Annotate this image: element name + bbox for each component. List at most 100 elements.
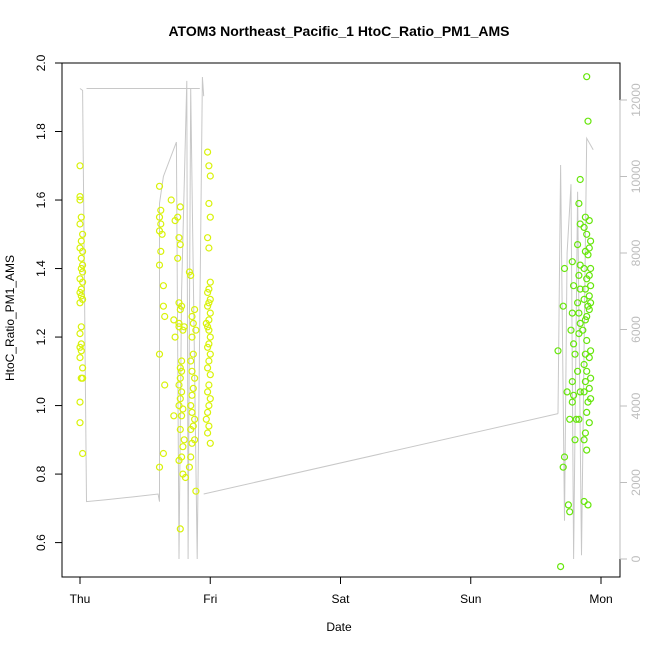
data-point (204, 234, 212, 242)
data-point (76, 162, 84, 170)
data-point (206, 333, 214, 341)
data-point (583, 230, 591, 238)
data-point (157, 247, 165, 255)
data-point (179, 326, 187, 334)
data-point (77, 254, 85, 262)
data-point (205, 299, 213, 307)
data-point (77, 237, 85, 245)
data-point (567, 326, 575, 334)
data-point (569, 340, 578, 348)
data-point (161, 312, 169, 321)
data-point (76, 330, 84, 338)
data-point (585, 384, 593, 392)
data-point (205, 340, 213, 348)
data-point (157, 220, 165, 228)
data-point (158, 230, 166, 238)
data-point (204, 148, 212, 156)
data-point (575, 309, 583, 317)
y-axis-left: 0.6 0.8 1.0 1.2 1.4 1.6 1.8 2.0 (34, 54, 63, 551)
y-axis-right: 0 2000 4000 6000 8000 10000 12000 (619, 83, 643, 562)
data-point (77, 264, 85, 273)
data-point (580, 264, 588, 273)
data-point (188, 367, 196, 375)
data-point (78, 261, 87, 269)
data-point (78, 230, 87, 238)
data-point (205, 422, 213, 430)
data-point (575, 199, 583, 208)
data-point (586, 282, 595, 290)
y2-tick-label: 12000 (629, 83, 643, 117)
x-tick-label: Thu (70, 592, 91, 606)
data-point (573, 367, 582, 375)
data-point (580, 388, 588, 396)
data-point (191, 374, 199, 382)
data-point (179, 443, 187, 451)
data-point (206, 395, 214, 403)
data-point (206, 278, 214, 286)
data-point (204, 323, 212, 331)
data-point (176, 364, 184, 372)
x-axis-title: Date (326, 620, 352, 634)
data-point (191, 306, 199, 314)
data-point (159, 302, 167, 310)
data-point (155, 463, 164, 471)
data-point (77, 340, 85, 348)
data-point (583, 73, 591, 81)
data-point (175, 319, 183, 327)
data-points-layer (76, 73, 595, 571)
data-point (78, 374, 87, 382)
data-point (580, 223, 588, 231)
data-point (167, 196, 175, 204)
data-point (554, 347, 562, 355)
altitude-line-segment (79, 76, 205, 560)
y-tick-label: 2.0 (34, 54, 48, 71)
data-point (563, 388, 571, 396)
data-point (202, 319, 210, 327)
data-point (586, 237, 595, 245)
x-tick-label: Mon (589, 592, 612, 606)
y-tick-label: 1.8 (34, 123, 48, 140)
data-point (585, 217, 593, 225)
data-point (179, 470, 187, 478)
data-point (204, 408, 212, 416)
data-point (205, 381, 213, 389)
data-point (77, 213, 85, 221)
data-point (76, 398, 84, 406)
data-point (206, 309, 214, 317)
data-point (575, 271, 583, 279)
data-point (204, 429, 212, 437)
y-tick-label: 1.6 (34, 191, 48, 208)
data-point (170, 412, 178, 420)
y-tick-label: 1.2 (34, 328, 48, 345)
x-tick-label: Fri (203, 592, 217, 606)
data-point (569, 391, 578, 399)
data-point (77, 285, 85, 293)
data-point (188, 408, 196, 416)
data-point (76, 299, 84, 307)
data-point (564, 501, 573, 509)
data-point (566, 508, 574, 516)
data-point (586, 264, 595, 273)
x-tick-label: Sun (460, 592, 481, 606)
data-point (76, 193, 84, 201)
data-point (175, 381, 183, 389)
altitude-line-layer (79, 76, 594, 560)
data-point (188, 439, 196, 447)
data-point (585, 292, 593, 300)
data-point (205, 244, 213, 252)
data-point (583, 408, 591, 416)
data-point (78, 278, 87, 286)
data-point (585, 271, 593, 279)
y2-tick-label: 8000 (629, 239, 643, 266)
data-point (77, 347, 85, 355)
data-point (192, 326, 200, 334)
data-point (155, 213, 164, 221)
data-point (580, 360, 588, 369)
data-point (584, 117, 592, 125)
data-point (205, 162, 213, 170)
data-point (185, 268, 193, 276)
data-point (573, 299, 582, 307)
data-point (571, 350, 579, 358)
data-point (204, 388, 212, 396)
